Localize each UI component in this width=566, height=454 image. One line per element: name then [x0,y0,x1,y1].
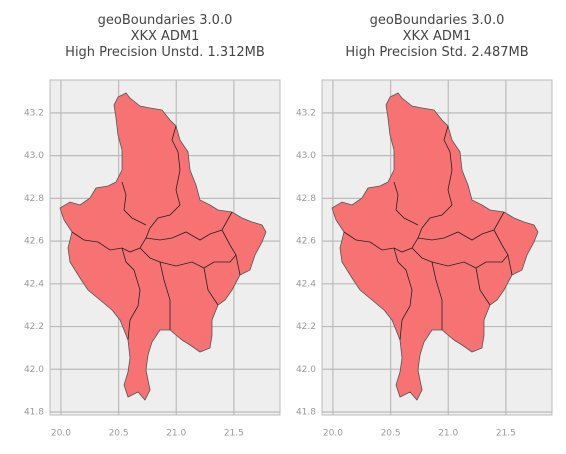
x-tick-label: 20.5 [381,429,401,439]
y-tick-label: 42.2 [296,322,316,332]
y-tick-label: 42.8 [296,194,316,204]
y-tick-label: 43.0 [24,151,44,161]
y-tick-label: 43.0 [296,151,316,161]
panel-0: 20.0 20.5 21.0 21.5 41.8 42.0 42.2 42.4 42.6 42.8… [24,79,281,439]
y-tick-label: 42.0 [24,365,44,375]
y-tick-label: 42.8 [24,194,44,204]
y-tick-label: 41.8 [24,408,44,418]
x-tick-label: 20.0 [323,429,343,439]
chart-title: geoBoundaries 3.0.0 [370,13,505,28]
x-tick-label: 20.5 [109,429,129,439]
chart-title: XKX ADM1 [131,29,200,44]
y-tick-label: 42.2 [24,322,44,332]
y-tick-label: 42.4 [296,279,316,289]
x-tick-label: 21.0 [166,429,186,439]
chart-title: High Precision Unstd. 1.312MB [65,45,265,60]
y-tick-label: 43.2 [24,108,44,118]
y-tick-label: 42.0 [296,365,316,375]
y-tick-label: 42.4 [24,279,44,289]
chart-title: geoBoundaries 3.0.0 [98,13,233,28]
x-tick-label: 21.5 [496,429,516,439]
panel-1: 20.0 20.5 21.0 21.5 41.8 42.0 42.2 42.4 42.6 42.8… [296,79,553,439]
y-tick-label: 42.6 [296,237,316,247]
x-tick-label: 21.0 [438,429,458,439]
x-tick-label: 21.5 [224,429,244,439]
chart-title: High Precision Std. 2.487MB [345,45,528,60]
y-tick-label: 42.6 [24,237,44,247]
x-tick-label: 20.0 [51,429,71,439]
y-tick-label: 43.2 [296,108,316,118]
y-tick-label: 41.8 [296,408,316,418]
chart-title: XKX ADM1 [403,29,472,44]
